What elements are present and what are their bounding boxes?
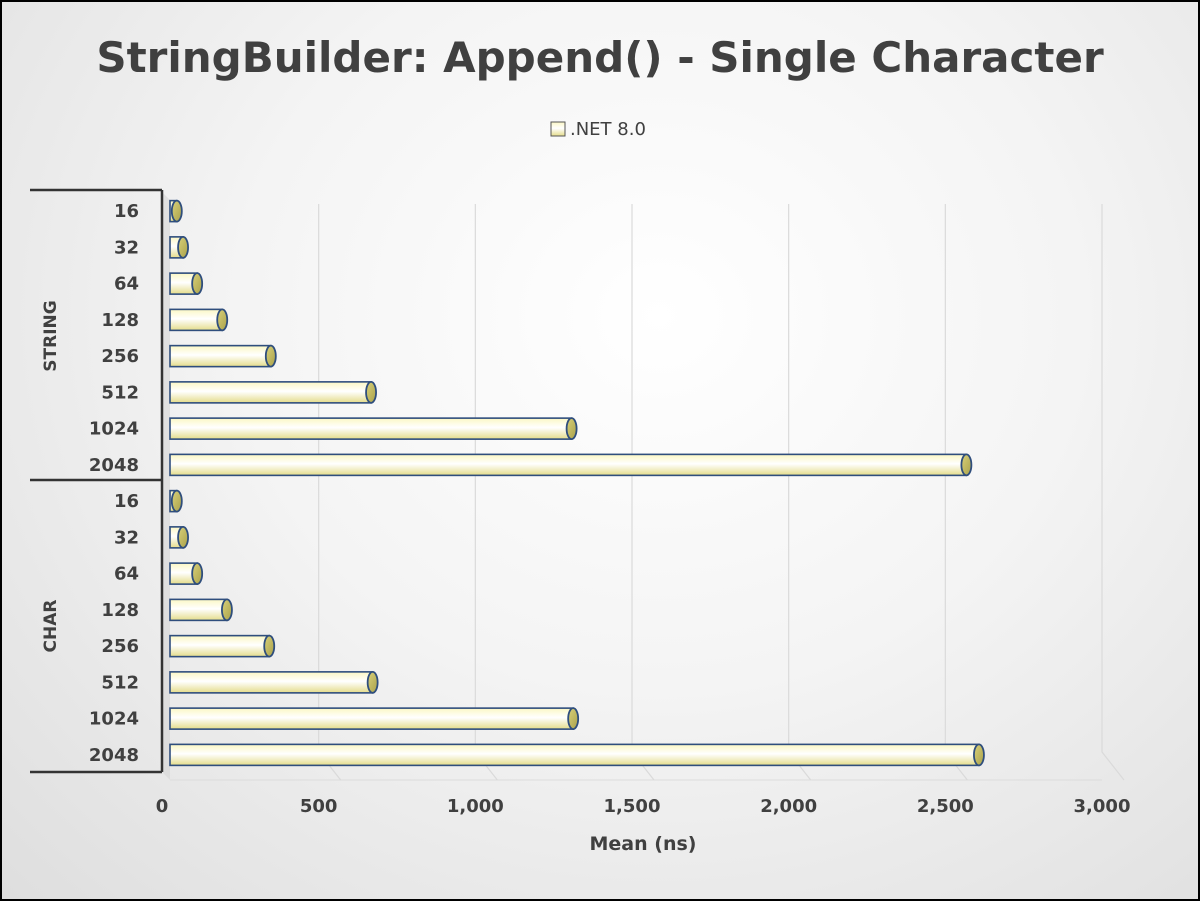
group-label-char: CHAR — [41, 600, 61, 653]
x-tick-label: 1,500 — [604, 796, 661, 817]
bar-char-1024 — [169, 707, 580, 731]
y-category-label: 32 — [114, 237, 139, 258]
bar-cap — [191, 562, 204, 586]
bar-char-512 — [169, 670, 379, 694]
x-tick-label: 1,000 — [447, 796, 504, 817]
bar-string-32 — [169, 235, 189, 259]
bar-string-2048 — [169, 453, 973, 477]
x-tick-label: 2,500 — [917, 796, 974, 817]
y-category-label: 1024 — [89, 419, 139, 440]
bar-cap — [263, 634, 276, 658]
bar-char-16 — [169, 489, 183, 513]
group-label-string: STRING — [41, 300, 61, 371]
bar-string-16 — [169, 199, 183, 223]
bar-char-2048 — [169, 743, 985, 767]
gridline — [631, 204, 655, 781]
bar-cap — [216, 308, 229, 332]
bar-cap — [177, 525, 189, 549]
y-category-label: 64 — [114, 564, 139, 585]
bar-cap — [170, 489, 183, 513]
gridline — [474, 204, 498, 781]
x-tick-label: 2,000 — [760, 796, 817, 817]
y-category-label: 64 — [114, 274, 139, 295]
bar-body — [169, 344, 272, 368]
bar-string-128 — [169, 308, 229, 332]
y-category-label: 128 — [101, 600, 139, 621]
bar-body — [169, 598, 228, 622]
y-category-label: 2048 — [89, 745, 139, 766]
legend-label: .NET 8.0 — [570, 119, 646, 140]
bar-string-64 — [169, 272, 204, 296]
bar-body — [169, 308, 224, 332]
plot-area: 0 500 1,000 1,500 2,000 2,500 3,000 16 32 64 128 25… — [30, 188, 1131, 817]
legend-swatch — [550, 121, 566, 137]
x-axis-title: Mean (ns) — [590, 833, 697, 855]
bar-cap — [366, 670, 379, 694]
bar-cap — [567, 707, 580, 731]
bar-body — [169, 417, 573, 440]
x-tick-label: 3,000 — [1074, 796, 1131, 817]
chart-title: StringBuilder: Append() - Single Charact… — [96, 33, 1104, 82]
gridline — [944, 204, 968, 781]
y-category-label: 512 — [101, 672, 139, 693]
plot-side-wall — [162, 192, 170, 780]
gridline — [1101, 204, 1125, 781]
y-category-label: 32 — [114, 527, 139, 548]
legend: .NET 8.0 — [550, 119, 646, 140]
y-category-label: 16 — [114, 491, 139, 512]
bar-cap — [191, 272, 204, 296]
bar-cap — [960, 453, 973, 477]
y-category-label: 128 — [101, 310, 139, 331]
bar-body — [169, 743, 980, 767]
bar-char-64 — [169, 562, 204, 586]
bar-body — [169, 671, 374, 694]
bar-body — [169, 381, 372, 404]
x-tick-label: 0 — [156, 796, 169, 817]
bar-char-128 — [169, 598, 233, 622]
y-category-label: 16 — [114, 201, 139, 222]
bar-cap — [565, 417, 578, 441]
bar-body — [169, 634, 271, 658]
y-category-label: 2048 — [89, 455, 139, 476]
y-category-label: 256 — [101, 636, 139, 657]
bar-cap — [221, 598, 233, 622]
gridline — [788, 204, 812, 781]
bar-cap — [264, 344, 277, 368]
y-category-label: 256 — [101, 346, 139, 367]
y-category-label: 512 — [101, 382, 139, 403]
bar-string-1024 — [169, 417, 578, 441]
bar-cap — [973, 743, 985, 767]
bar-string-512 — [169, 380, 377, 404]
bar-body — [169, 707, 574, 730]
bar-cap — [365, 380, 377, 404]
bar-cap — [177, 235, 189, 259]
bar-char-32 — [169, 525, 189, 549]
bar-cap — [170, 199, 183, 223]
x-tick-label: 500 — [300, 796, 338, 817]
bar-body — [169, 453, 968, 477]
bar-string-256 — [169, 344, 277, 368]
bar-char-256 — [169, 634, 276, 658]
y-category-label: 1024 — [89, 709, 139, 730]
